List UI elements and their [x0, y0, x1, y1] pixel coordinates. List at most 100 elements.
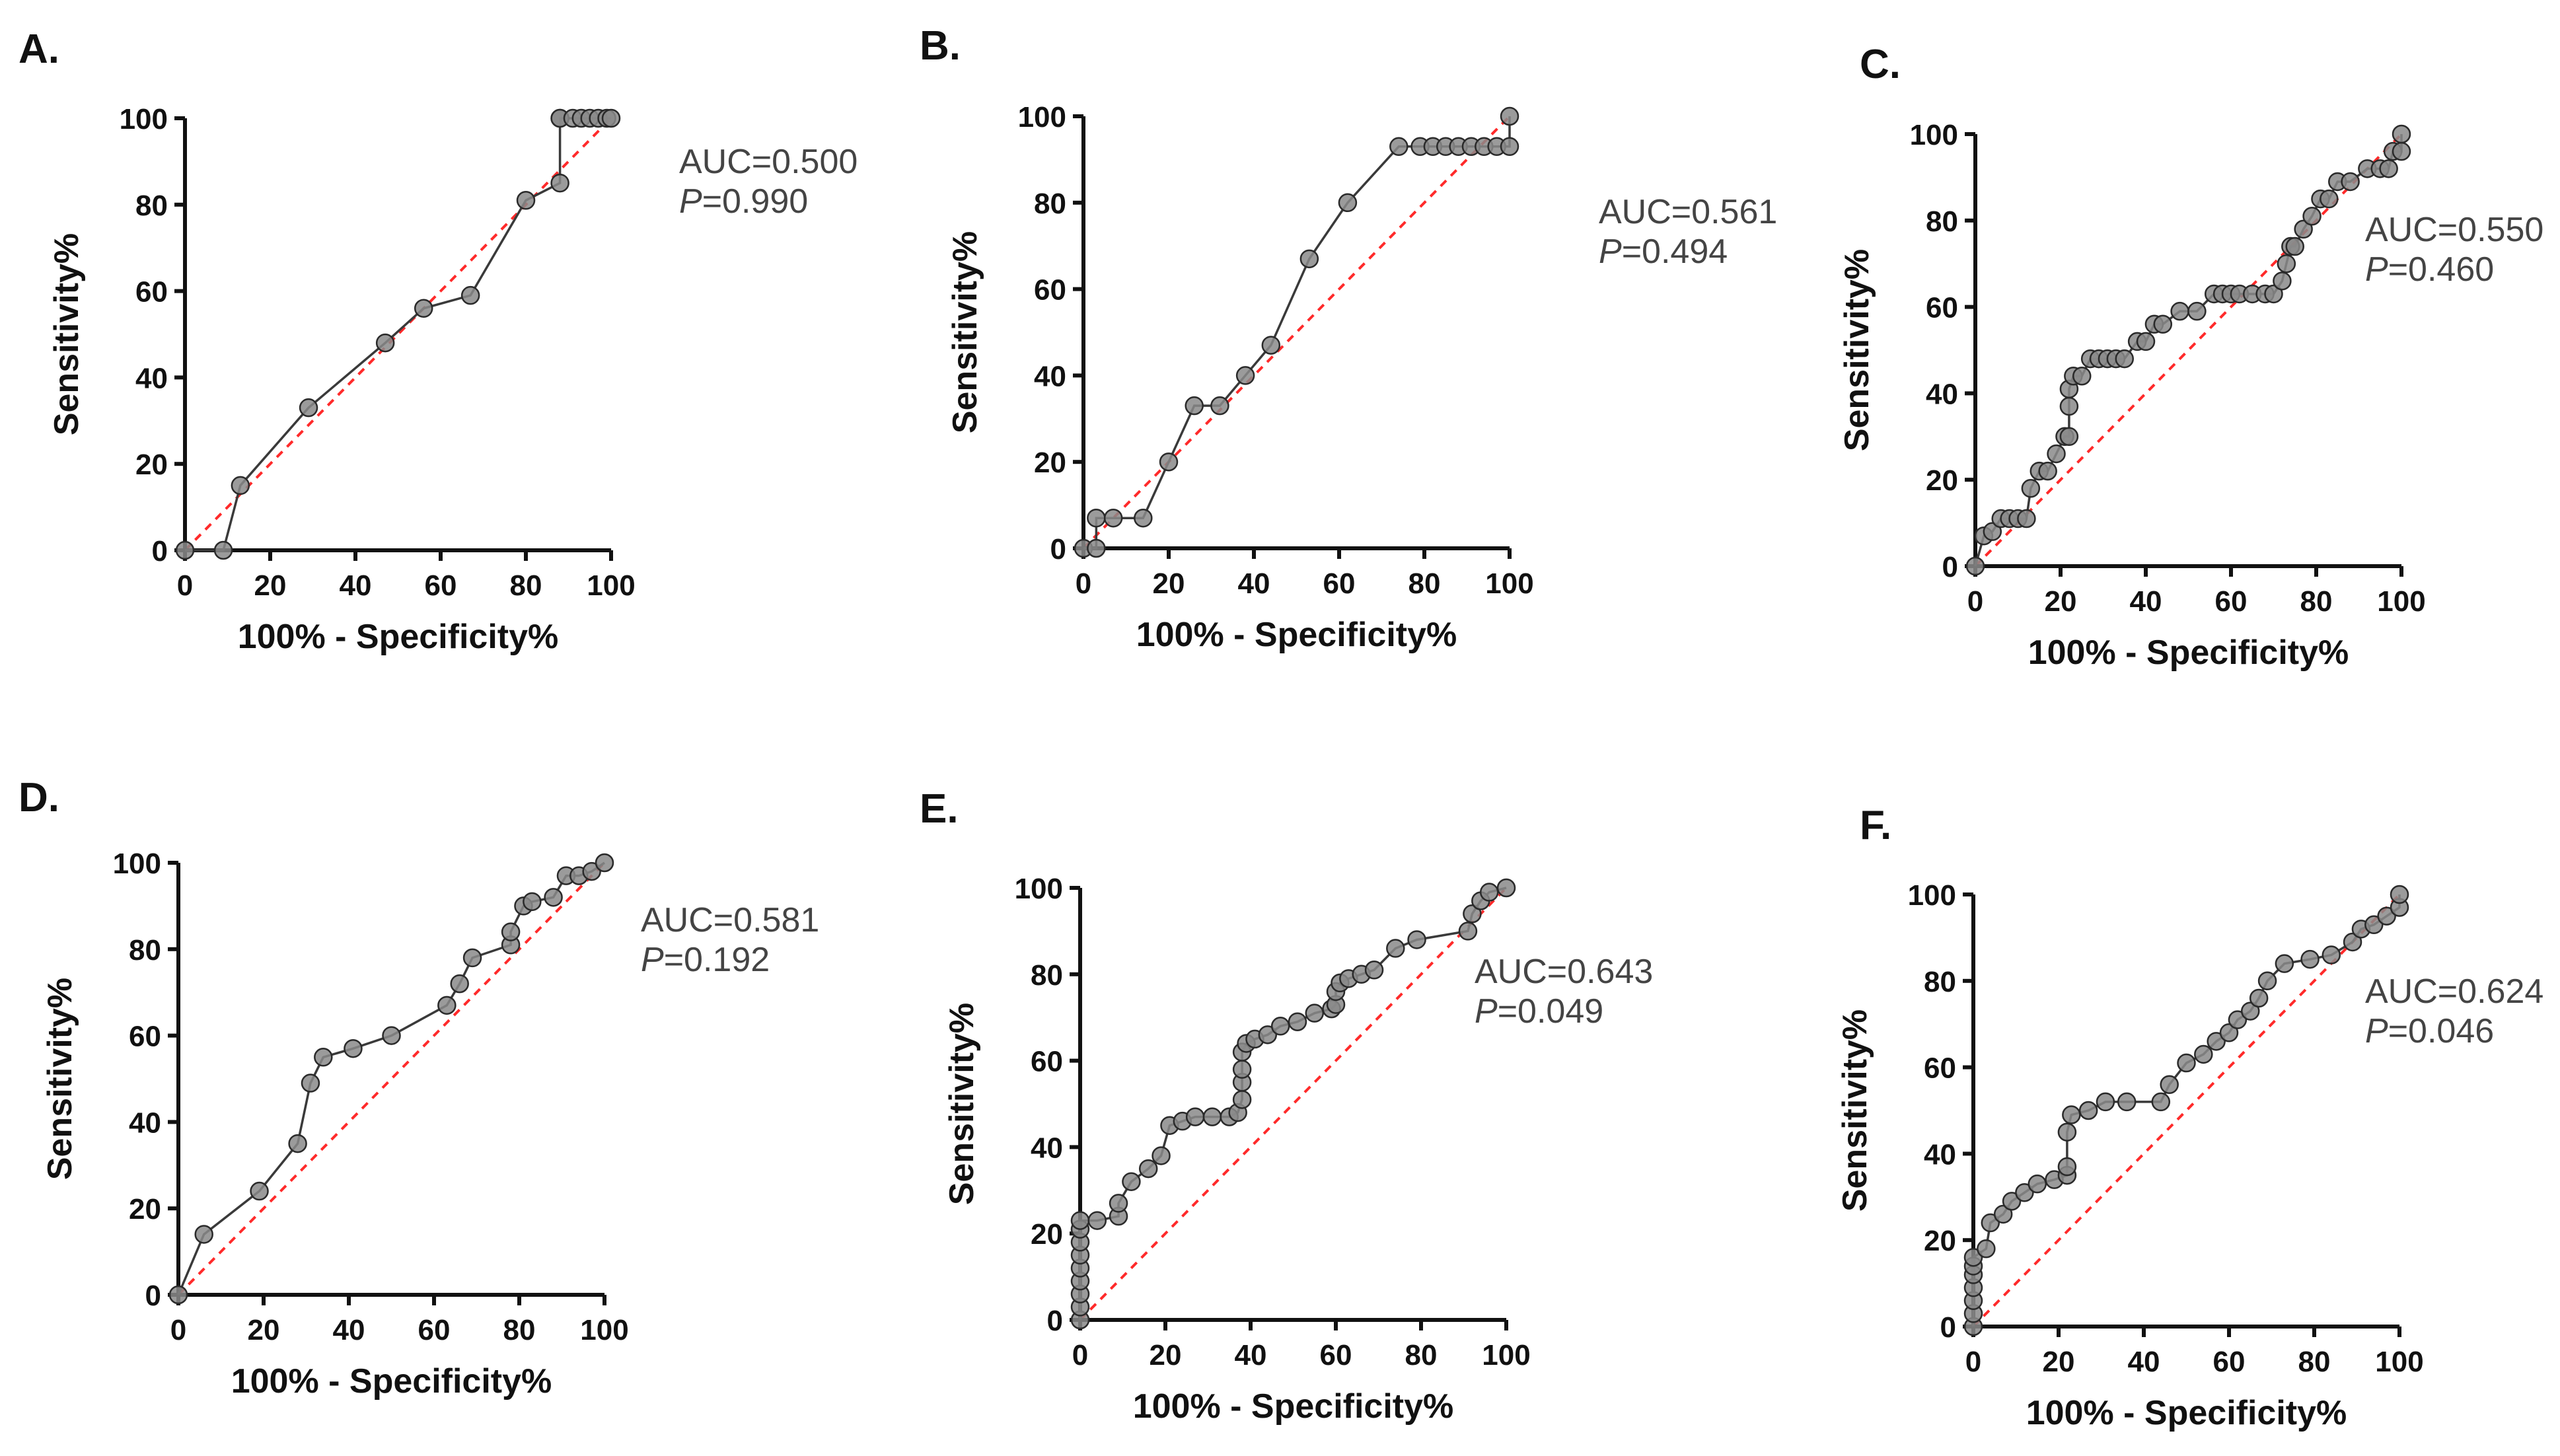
panel-f: F. 00 20 20 40 40 60 60 80 80 100 100 100% - Specifi…	[1836, 803, 2543, 1432]
roc-point	[1270, 1017, 1290, 1036]
y-tick-label: 60	[1034, 274, 1066, 307]
roc-point	[460, 285, 480, 305]
roc-point	[2219, 1023, 2239, 1042]
roc-point	[2277, 254, 2296, 273]
roc-point	[175, 540, 195, 560]
y-tick-label: 100	[120, 103, 168, 135]
roc-point	[1134, 508, 1153, 528]
x-axis-title: 100% - Specificity%	[1136, 616, 1457, 654]
p-value-annotation: P=0.990	[679, 182, 808, 221]
panel-label: D.	[18, 775, 59, 820]
roc-point	[2072, 366, 2092, 386]
p-value-annotation: P=0.192	[641, 941, 770, 979]
auc-annotation: AUC=0.581	[641, 901, 819, 939]
roc-point	[2275, 954, 2294, 973]
y-tick-label: 0	[1050, 533, 1066, 565]
y-tick-label: 80	[1031, 959, 1063, 992]
roc-point	[1407, 930, 1426, 949]
y-tick-label: 20	[1926, 464, 1958, 497]
x-tick-label: 40	[2128, 1346, 2160, 1378]
y-tick-label: 40	[1926, 378, 1958, 410]
roc-point	[250, 1181, 269, 1201]
roc-point	[2017, 509, 2036, 528]
roc-point	[2392, 141, 2411, 161]
y-tick-label: 0	[1942, 551, 1958, 583]
y-tick-label: 0	[1940, 1311, 1956, 1344]
panel-label: B.	[920, 23, 961, 69]
roc-point	[2392, 124, 2411, 144]
y-tick-label: 80	[135, 190, 168, 222]
auc-annotation: AUC=0.643	[1475, 953, 1653, 991]
y-tick-label: 20	[1924, 1225, 1956, 1257]
roc-point	[2302, 207, 2322, 226]
roc-point	[1152, 1146, 1171, 1165]
roc-point	[544, 888, 563, 907]
y-tick-label: 60	[1031, 1046, 1063, 1078]
x-tick-label: 60	[418, 1314, 451, 1346]
y-tick-label: 100	[1908, 879, 1956, 912]
p-symbol: P	[679, 182, 702, 221]
x-tick-label: 20	[2043, 1346, 2075, 1378]
y-axis-title: Sensitivity%	[48, 233, 86, 435]
y-tick-label: 100	[1910, 119, 1958, 151]
roc-point	[2059, 396, 2079, 416]
roc-point	[213, 540, 233, 560]
roc-point	[2257, 971, 2277, 991]
roc-point	[2343, 932, 2362, 952]
roc-point	[2300, 949, 2320, 969]
x-tick-label: 80	[2298, 1346, 2331, 1378]
roc-point	[1087, 1211, 1107, 1230]
roc-point	[1070, 1211, 1090, 1230]
x-tick-label: 100	[2377, 585, 2425, 618]
auc-annotation: AUC=0.624	[2365, 972, 2543, 1011]
roc-point	[414, 299, 433, 318]
roc-point	[1087, 538, 1106, 558]
x-tick-label: 60	[1323, 567, 1356, 600]
x-tick-label: 80	[1408, 567, 1441, 600]
x-tick-label: 100	[2375, 1346, 2423, 1378]
roc-point	[1258, 1025, 1278, 1044]
x-tick-label: 0	[1967, 585, 1983, 618]
panel-e: E. 00 20 20 40 40 60 60 80 80 100 100 100% - Specifi…	[920, 786, 1653, 1426]
x-tick-label: 20	[248, 1314, 280, 1346]
roc-point	[1235, 366, 1255, 385]
roc-point	[2241, 1001, 2260, 1021]
x-tick-label: 60	[2213, 1346, 2246, 1378]
roc-point	[1202, 1107, 1222, 1126]
x-tick-label: 40	[333, 1314, 365, 1346]
roc-point	[523, 892, 542, 912]
y-tick-label: 0	[145, 1280, 161, 1312]
roc-point	[1463, 904, 1482, 924]
roc-point	[2028, 1174, 2047, 1194]
roc-point	[2115, 349, 2134, 369]
x-tick-label: 20	[2045, 585, 2077, 618]
roc-point	[2151, 1092, 2171, 1112]
roc-point	[2062, 1105, 2081, 1124]
roc-point	[1159, 452, 1179, 472]
y-tick-label: 40	[135, 362, 168, 394]
p-value: =0.046	[2388, 1012, 2495, 1050]
x-tick-label: 100	[580, 1314, 628, 1346]
roc-point	[2187, 301, 2207, 321]
y-tick-label: 80	[1034, 188, 1066, 220]
auc-annotation: AUC=0.500	[679, 143, 858, 181]
roc-point	[2377, 906, 2396, 926]
roc-point	[501, 922, 521, 941]
y-tick-label: 60	[135, 276, 168, 309]
x-tick-label: 100	[1485, 567, 1533, 600]
y-tick-label: 100	[1015, 873, 1063, 905]
x-tick-label: 60	[1320, 1339, 1352, 1371]
y-axis-title: Sensitivity%	[946, 231, 984, 433]
roc-point	[2170, 301, 2189, 321]
roc-point	[1103, 508, 1123, 528]
panel-d: D. 00 20 20 40 40 60 60 80 80 100 100 100% - Specifi…	[18, 775, 819, 1401]
roc-point	[550, 173, 569, 193]
roc-point	[2021, 479, 2041, 498]
roc-point	[2038, 461, 2057, 481]
y-tick-label: 0	[1047, 1305, 1063, 1337]
roc-point	[2294, 219, 2313, 239]
roc-point	[2341, 172, 2360, 192]
roc-point	[1232, 1060, 1252, 1079]
roc-point	[2153, 314, 2173, 334]
x-tick-label: 60	[425, 569, 457, 602]
